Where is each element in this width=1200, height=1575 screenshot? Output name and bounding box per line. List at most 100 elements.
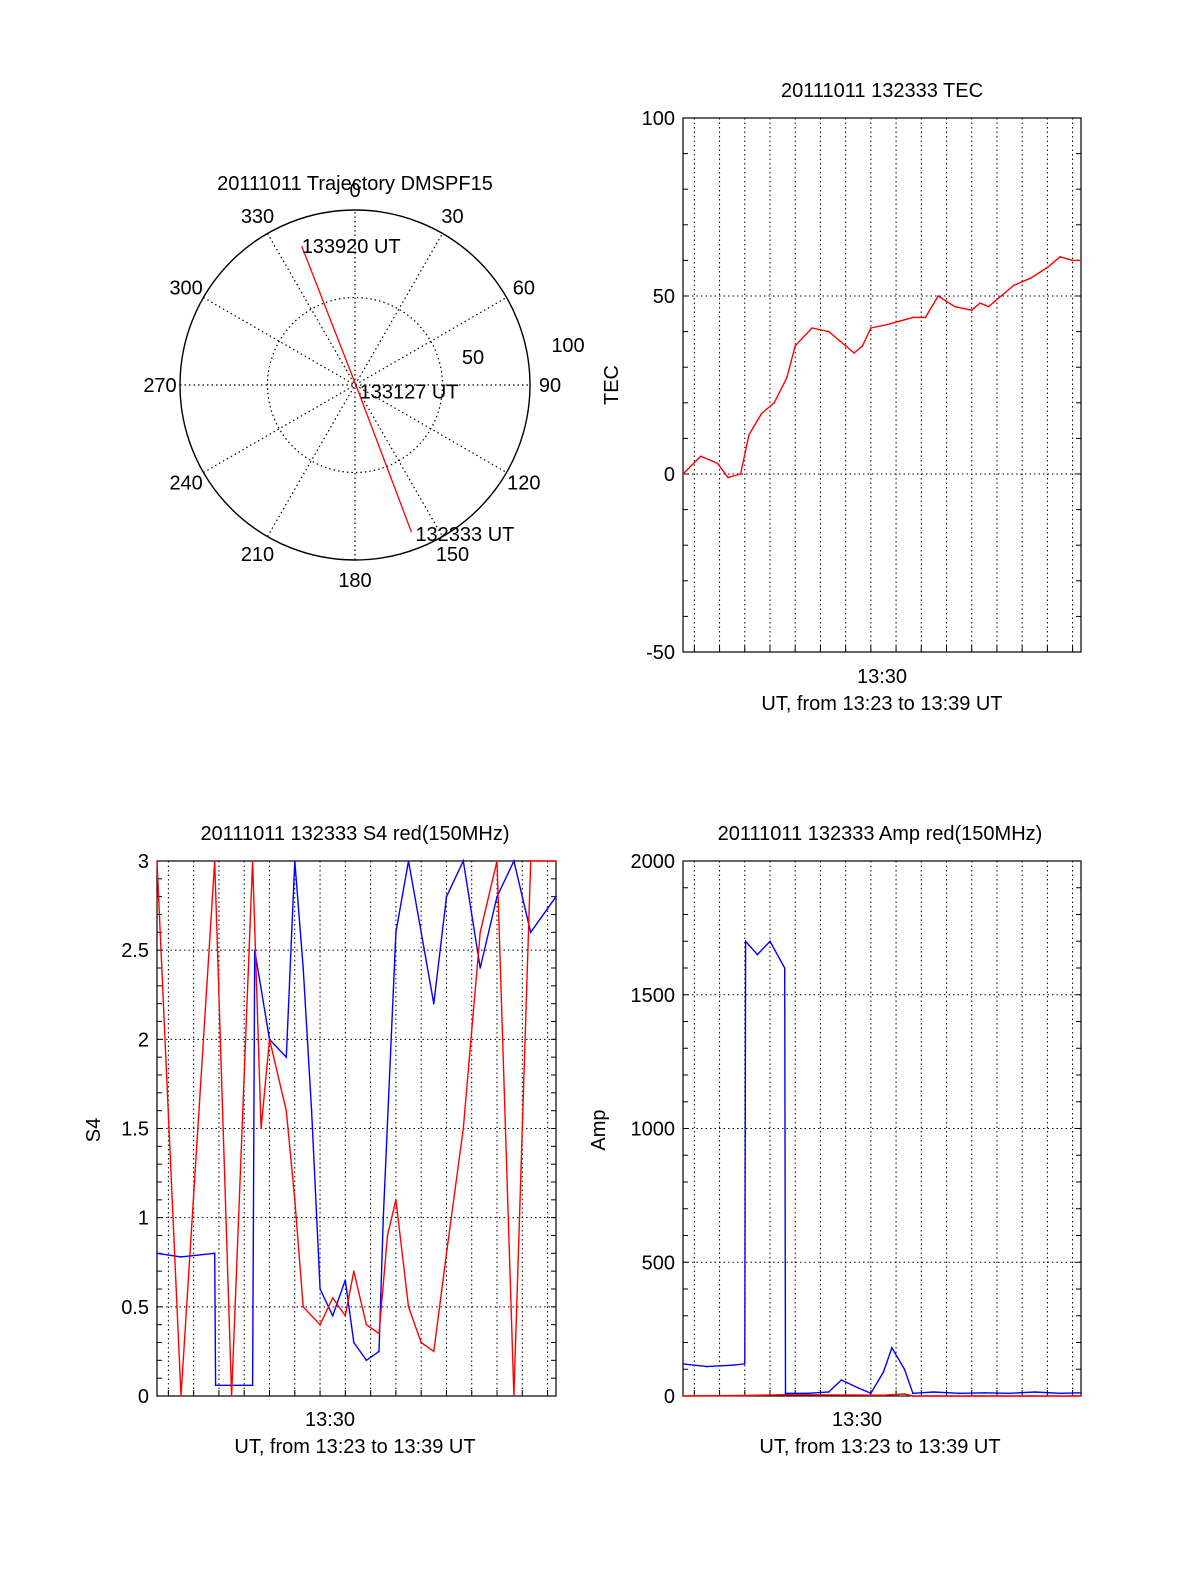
amp-panel: 20111011 132333 Amp red(150MHz) 13:30 UT…	[588, 823, 1082, 1458]
amp-data-point	[756, 953, 759, 956]
amp-data-point	[769, 940, 771, 943]
amp-data-point	[912, 1392, 914, 1395]
s4-y-tick-label: 2.5	[121, 940, 149, 962]
s4-y-tick-labels: 0 0.5 1 1.5 2 2.5 3	[121, 851, 149, 1408]
amp-data-point	[1059, 1392, 1061, 1395]
s4-y-tick-label: 3	[138, 851, 149, 873]
tec-data-point	[979, 302, 981, 304]
s4-panel: 20111011 132333 S4 red(150MHz) 13:30 UT,…	[83, 823, 557, 1458]
s4-data-point	[156, 860, 158, 862]
s4-data-point	[433, 1350, 435, 1353]
polar-angle-label: 300	[169, 278, 202, 300]
s4-data-point	[230, 1395, 233, 1397]
trajectory-panel: 20111011 Trajectory DMSPF15 0 30 60 90 120 15…	[143, 173, 584, 592]
amp-x-tick-label: 13:30	[832, 1409, 882, 1431]
amp-series	[682, 939, 1082, 1397]
polar-angle-label: 210	[241, 544, 274, 566]
s4-y-tick-label: 0.5	[121, 1297, 149, 1319]
s4-data-point	[365, 1359, 368, 1362]
tec-data-point	[1080, 259, 1082, 262]
polar-angle-label: 150	[436, 544, 469, 566]
polar-angle-label: 60	[513, 278, 535, 300]
s4-data-point	[319, 1288, 321, 1290]
s4-data-point	[213, 860, 216, 862]
s4-data-point	[395, 1199, 397, 1201]
polar-angle-label: 240	[169, 473, 202, 495]
s4-data-point	[293, 860, 296, 862]
s4-data-point	[310, 1314, 313, 1317]
tec-data-point	[748, 434, 750, 436]
s4-data-point	[302, 967, 305, 969]
trajectory-title: 20111011 Trajectory DMSPF15	[217, 173, 493, 195]
tec-data-point	[716, 462, 719, 465]
tec-data-point	[811, 327, 813, 329]
s4-data-point	[555, 860, 557, 862]
amp-title: 20111011 132333 Amp red(150MHz)	[718, 823, 1043, 845]
s4-data-point	[407, 1306, 410, 1308]
s4-y-tick-label: 1.5	[121, 1119, 149, 1141]
s4-data-point	[479, 931, 481, 934]
amp-data-point	[882, 1371, 885, 1373]
s4-data-point	[378, 1332, 380, 1335]
s4-data-point	[331, 1297, 334, 1299]
tec-data-point	[912, 316, 914, 319]
amp-data-point	[1008, 1392, 1011, 1395]
amp-y-tick-label: 500	[642, 1252, 675, 1274]
tec-data-point	[760, 412, 763, 415]
trajectory-track-line	[301, 245, 413, 533]
amp-plot-frame	[682, 860, 1082, 1397]
tec-data-point	[861, 345, 864, 347]
tec-axes	[682, 117, 1082, 653]
amp-data-point	[1033, 1391, 1036, 1393]
amp-data-point	[983, 1391, 986, 1394]
s4-data-point	[529, 931, 532, 934]
tec-data-point	[682, 473, 684, 475]
s4-data-point	[407, 860, 410, 862]
s4-data-point	[331, 1314, 334, 1317]
s4-ylabel: S4	[83, 1118, 105, 1142]
tec-panel: 20111011 132333 TEC 13:30 UT, from 13:23…	[601, 80, 1082, 715]
s4-data-point	[293, 1199, 296, 1201]
s4-data-point	[285, 1109, 288, 1112]
s4-data-point	[285, 1056, 288, 1058]
tec-xlabel: UT, from 13:23 to 13:39 UT	[761, 693, 1002, 715]
amp-data-point	[903, 1368, 906, 1371]
radial-tick-label-100: 100	[551, 335, 584, 357]
track-start-label: 132333 UT	[415, 524, 514, 546]
amp-series-line-blue	[682, 939, 1082, 1395]
track-mid-label: 133127 UT	[360, 382, 459, 404]
amp-data-point	[870, 1392, 872, 1395]
tec-data-point	[773, 402, 775, 404]
polar-angle-label: 90	[539, 375, 561, 397]
s4-series	[156, 858, 557, 1397]
s4-data-point	[445, 895, 448, 898]
tec-title: 20111011 132333 TEC	[781, 80, 983, 102]
tec-y-tick-label: 0	[664, 464, 675, 486]
tec-data-point	[1046, 266, 1049, 269]
s4-data-point	[180, 1256, 182, 1258]
tec-data-point	[886, 323, 889, 326]
amp-data-point	[731, 1364, 733, 1367]
s4-data-point	[395, 931, 397, 934]
s4-data-point	[352, 1270, 355, 1272]
s4-y-tick-label: 0	[138, 1386, 149, 1408]
tec-data-point	[870, 327, 872, 329]
polar-angle-label: 180	[338, 570, 371, 592]
s4-x-tick-label: 13:30	[305, 1409, 355, 1431]
s4-data-point	[462, 1127, 465, 1130]
s4-data-point	[365, 1323, 368, 1326]
s4-data-point	[496, 860, 498, 862]
amp-data-point	[912, 1395, 914, 1397]
tec-data-point	[1029, 277, 1032, 280]
s4-data-point	[513, 860, 515, 862]
s4-data-point	[420, 931, 422, 934]
track-end-label: 133920 UT	[302, 236, 401, 258]
s4-y-tick-label: 2	[138, 1029, 149, 1051]
s4-data-point	[352, 1341, 355, 1344]
tec-x-tick-label: 13:30	[857, 666, 907, 688]
tec-y-tick-label: 50	[653, 286, 675, 308]
tec-data-point	[853, 352, 855, 354]
s4-data-point	[344, 1314, 347, 1317]
amp-y-tick-label: 0	[664, 1386, 675, 1408]
